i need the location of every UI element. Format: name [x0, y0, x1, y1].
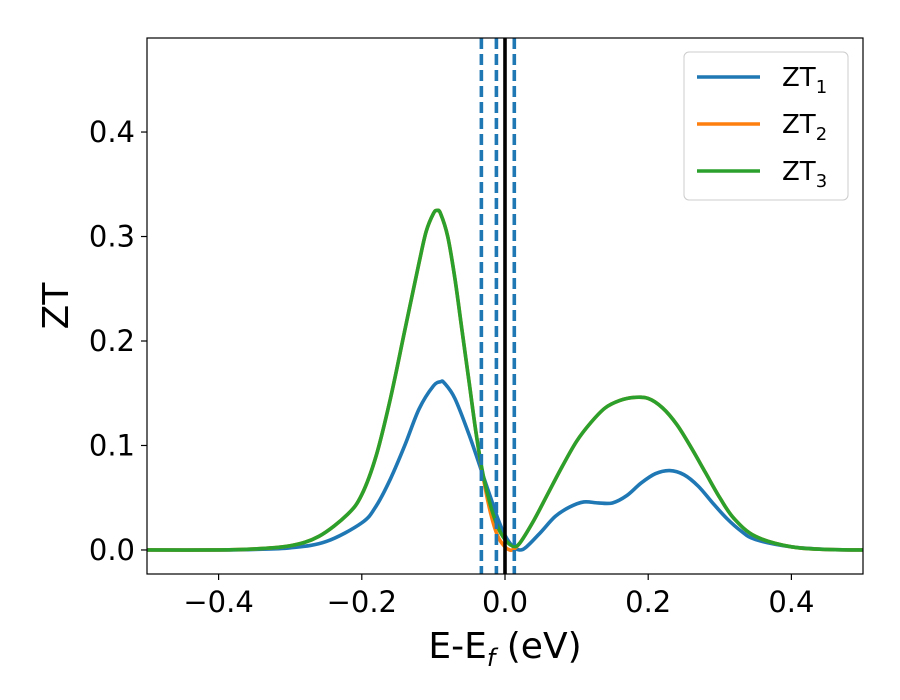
y-axis-label: ZT — [36, 282, 77, 330]
x-tick-label: 0.4 — [768, 585, 814, 619]
x-axis-label: E-Ef (eV) — [428, 626, 581, 672]
legend-items: ZT1 ZT2 ZT3 — [697, 63, 827, 192]
vline-layer — [479, 38, 517, 574]
y-tick-label: 0.1 — [89, 428, 135, 462]
legend-box — [683, 51, 849, 201]
y-tick-label: 0.0 — [89, 533, 135, 567]
y-axis-ticks: 0.0 0.1 0.2 0.3 0.4 — [89, 115, 147, 567]
x-tick-label: 0.0 — [482, 585, 528, 619]
legend-label-zt3: ZT3 — [782, 157, 827, 192]
x-tick-label: −0.4 — [183, 585, 253, 619]
legend: ZT1 ZT2 ZT3 — [683, 51, 849, 201]
y-tick-label: 0.4 — [89, 115, 135, 149]
legend-label-zt2: ZT2 — [782, 110, 827, 145]
legend-label-zt1: ZT1 — [782, 63, 827, 98]
x-tick-label: 0.2 — [625, 585, 671, 619]
series-line-zt1 — [147, 379, 863, 552]
y-tick-label: 0.3 — [89, 220, 135, 254]
x-tick-label: −0.2 — [327, 585, 397, 619]
y-tick-label: 0.2 — [89, 324, 135, 358]
x-axis-ticks: −0.4 −0.2 0.0 0.2 0.4 — [183, 574, 814, 619]
